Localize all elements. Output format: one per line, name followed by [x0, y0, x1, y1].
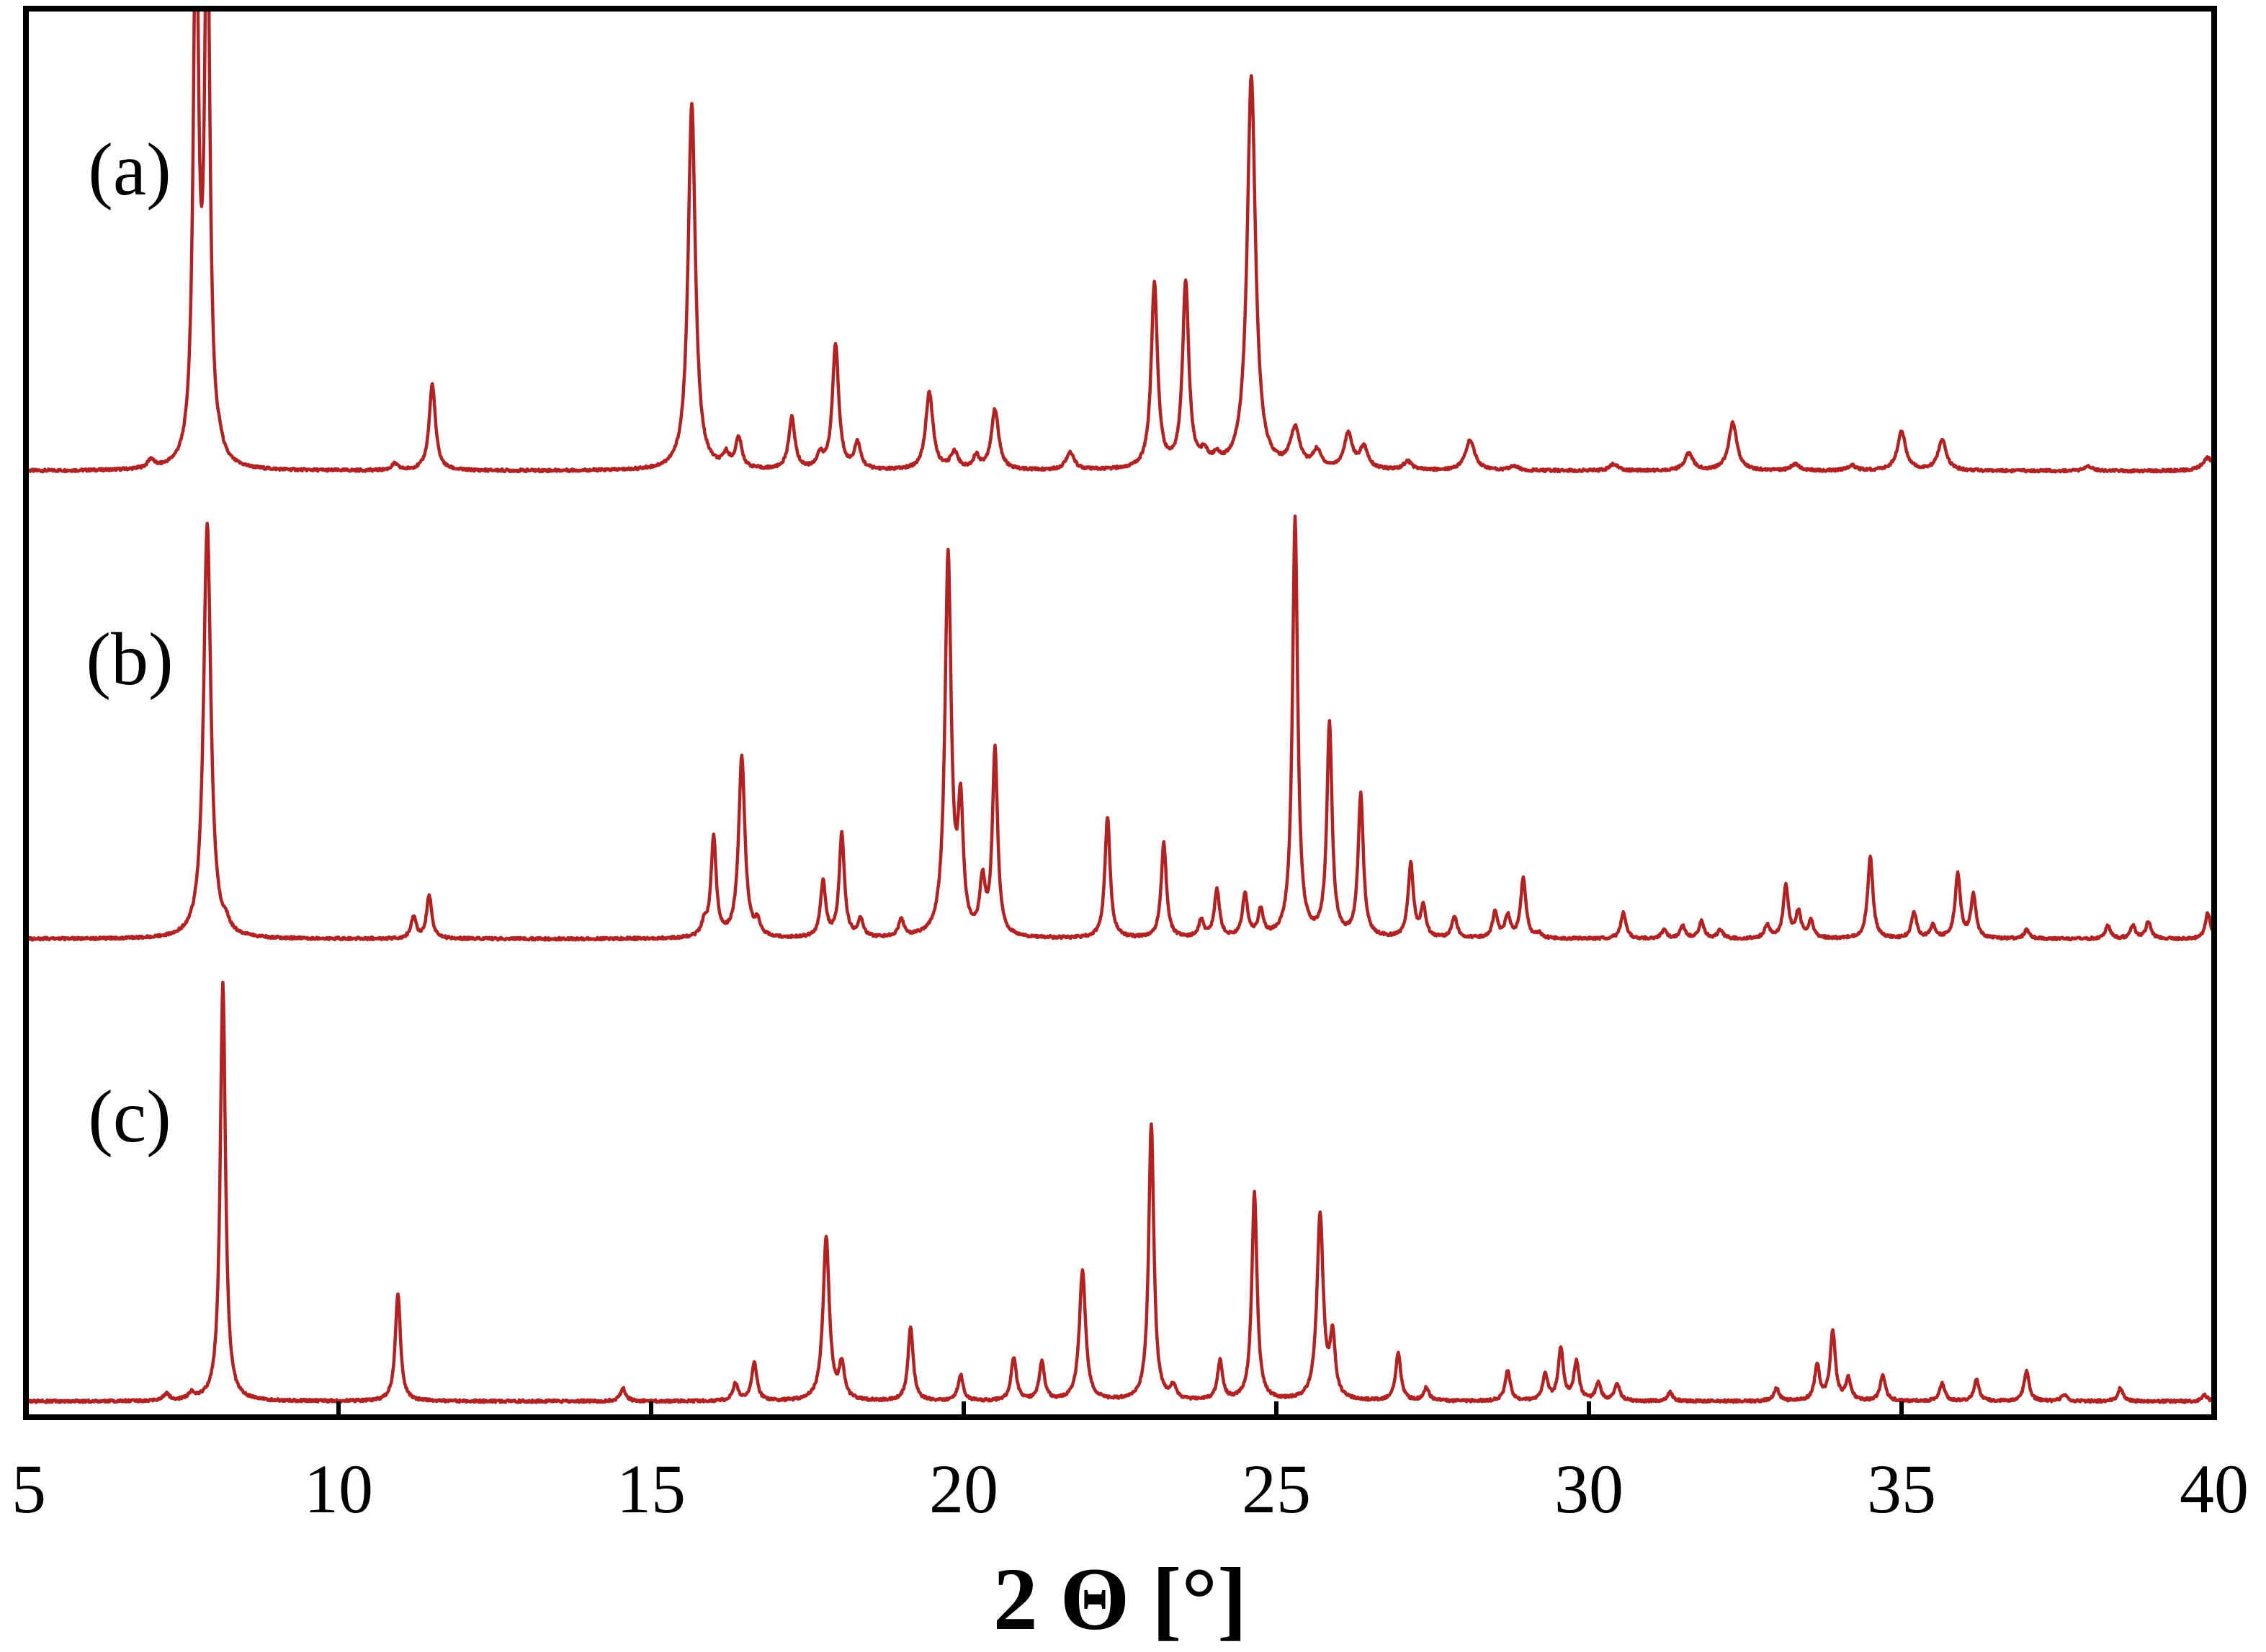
x-axis-title: 2 Θ [°] — [993, 1550, 1248, 1648]
x-tick-label: 15 — [617, 1450, 686, 1527]
x-tick-label: 30 — [1554, 1450, 1624, 1527]
series-line-1 — [26, 9, 2214, 474]
x-axis: 5 10 15 20 25 30 35 40 — [12, 1401, 2249, 1527]
series-label-3: (c) — [88, 1075, 171, 1158]
series-label-1: (a) — [88, 128, 171, 211]
series-label-2: (b) — [86, 618, 173, 701]
series-line-2 — [26, 514, 2214, 942]
x-tick-label: 20 — [929, 1450, 998, 1527]
series-line-3 — [26, 980, 2214, 1404]
plot-content — [26, 9, 2214, 1404]
x-tick-label: 10 — [304, 1450, 373, 1527]
x-tick-label: 25 — [1242, 1450, 1311, 1527]
x-tick-label: 40 — [2180, 1450, 2249, 1527]
plot-frame — [23, 6, 2217, 1420]
x-tick-label: 35 — [1867, 1450, 1936, 1527]
x-tick-label: 5 — [12, 1450, 46, 1527]
